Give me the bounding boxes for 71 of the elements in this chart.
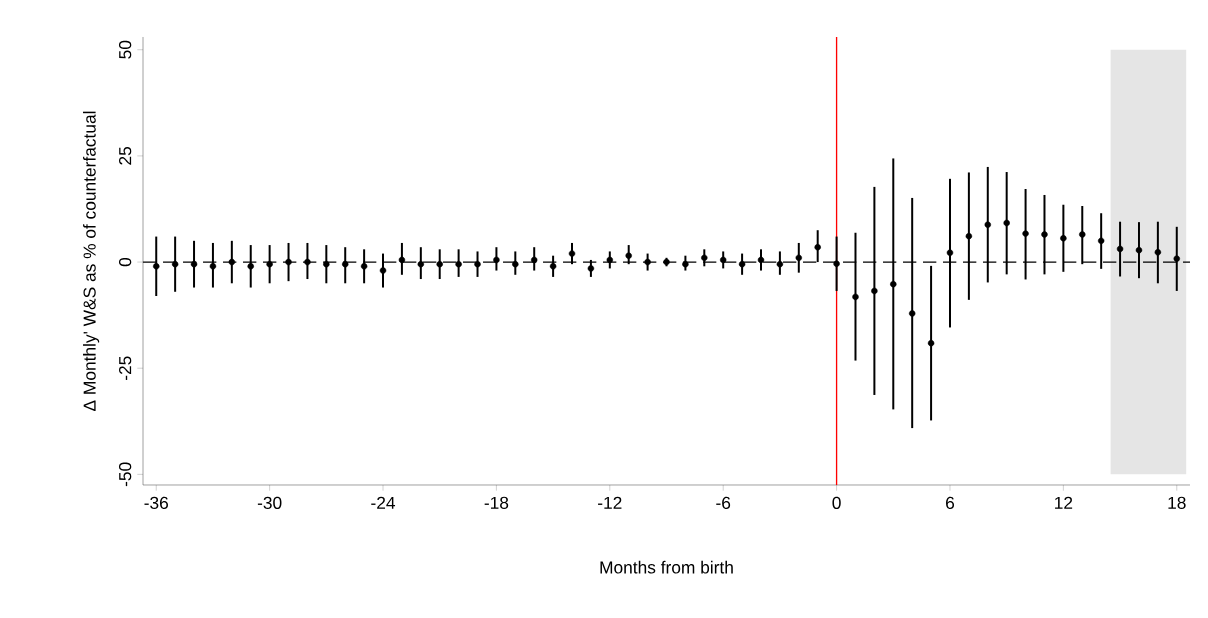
y-tick-label: -50 xyxy=(119,462,132,487)
x-tick-label: -18 xyxy=(484,496,509,509)
point xyxy=(531,256,538,264)
point xyxy=(701,254,708,262)
point xyxy=(247,263,254,270)
point xyxy=(228,258,236,266)
point xyxy=(304,258,311,266)
y-tick-label: -25 xyxy=(119,356,132,380)
point xyxy=(266,260,273,268)
point xyxy=(1135,246,1143,254)
point xyxy=(360,263,368,270)
y-tick-label: 0 xyxy=(119,257,132,267)
point xyxy=(833,260,840,267)
point xyxy=(814,243,821,251)
x-tick-label: 18 xyxy=(1168,496,1186,509)
point xyxy=(852,293,859,301)
point xyxy=(1022,230,1029,237)
point xyxy=(190,260,198,268)
y-axis-title: Δ Monthly' W&S as % of counterfactual xyxy=(83,111,100,411)
y-tick-label: 50 xyxy=(119,40,132,59)
point xyxy=(342,260,349,268)
point xyxy=(398,256,406,264)
x-tick-label: 6 xyxy=(946,496,955,509)
point xyxy=(1116,245,1124,253)
x-tick-label: -12 xyxy=(598,496,622,509)
point xyxy=(965,232,973,240)
x-tick-label: -24 xyxy=(371,496,396,509)
point xyxy=(908,310,916,317)
point xyxy=(474,260,481,268)
point xyxy=(549,263,557,270)
point xyxy=(323,260,330,268)
point xyxy=(871,287,878,295)
point xyxy=(625,252,632,259)
point xyxy=(738,260,746,268)
point xyxy=(379,267,387,274)
point xyxy=(285,258,292,266)
point xyxy=(1079,231,1086,238)
point xyxy=(1097,237,1105,245)
point xyxy=(890,280,897,288)
point xyxy=(795,254,802,262)
point xyxy=(1173,255,1180,262)
point xyxy=(493,256,500,264)
point xyxy=(1154,249,1162,256)
point xyxy=(1041,231,1048,238)
point xyxy=(984,221,991,228)
point xyxy=(927,339,935,347)
x-tick-label: 0 xyxy=(832,496,841,509)
x-tick-label: -6 xyxy=(716,496,731,509)
point xyxy=(1060,235,1067,242)
point xyxy=(946,249,954,256)
point xyxy=(209,263,217,270)
point xyxy=(417,260,425,268)
x-tick-label: -36 xyxy=(144,496,169,509)
point xyxy=(776,260,784,268)
x-axis-title: Months from birth xyxy=(600,560,733,574)
point xyxy=(153,263,160,270)
point xyxy=(644,258,651,266)
y-tick-label: 25 xyxy=(119,146,132,165)
point xyxy=(171,260,179,268)
point xyxy=(757,256,765,264)
point xyxy=(455,260,462,268)
point xyxy=(720,256,727,264)
point xyxy=(568,250,576,257)
point xyxy=(606,256,614,264)
point xyxy=(512,260,519,268)
x-tick-label: 12 xyxy=(1055,496,1073,509)
point xyxy=(682,260,689,268)
x-tick-label: -30 xyxy=(257,496,282,509)
point xyxy=(587,265,595,272)
point xyxy=(1003,219,1010,227)
point xyxy=(436,260,443,268)
